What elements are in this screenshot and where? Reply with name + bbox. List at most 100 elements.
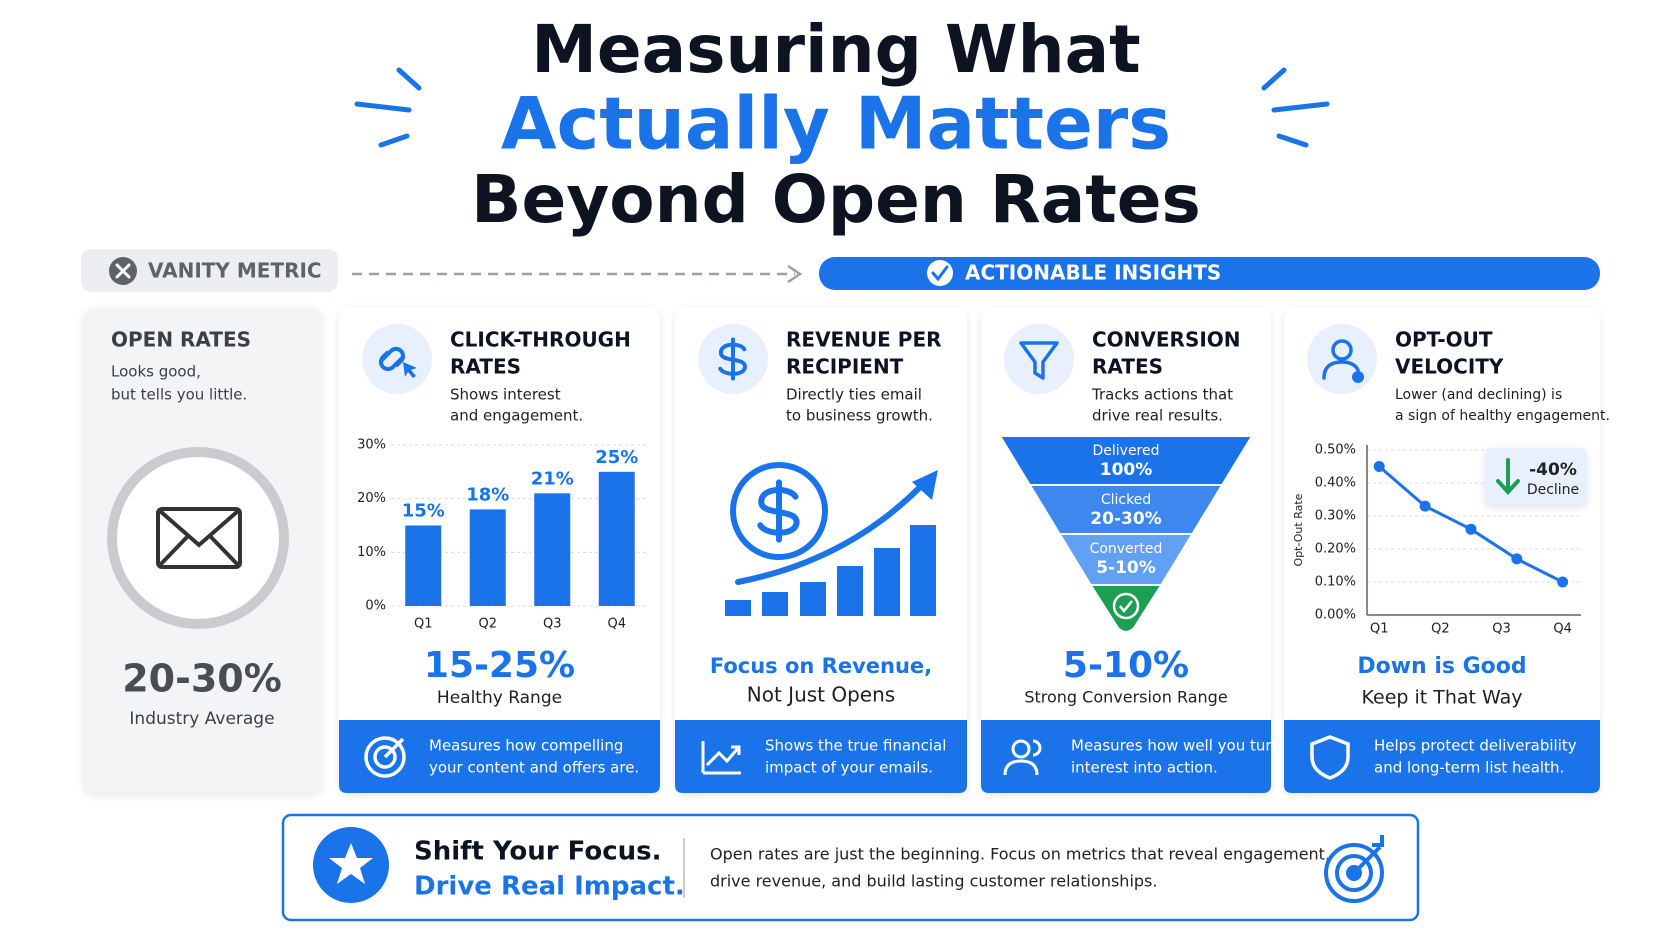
card-footer-text: Measures how well you turn: [1071, 737, 1281, 755]
star: [329, 843, 373, 884]
card-desc: drive real results.: [1092, 407, 1223, 425]
funnel-value: 20-30%: [1090, 509, 1161, 529]
card-desc: and engagement.: [450, 407, 583, 425]
x-tick-label: Q3: [543, 617, 562, 632]
card-stat-label: Strong Conversion Range: [1024, 688, 1227, 707]
card-footer: [339, 720, 660, 793]
card-title: CLICK-THROUGH: [450, 328, 631, 352]
decor-rays: [354, 67, 1330, 148]
y-tick-label: 0%: [365, 599, 386, 614]
dollar-icon: [757, 479, 800, 543]
footer-icon: [701, 741, 741, 775]
card-footer-text: interest into action.: [1071, 759, 1218, 777]
x-tick-label: Q1: [1370, 622, 1389, 637]
cards-layer: CLICK-THROUGH RATES Shows interest and enga…: [339, 308, 1610, 793]
point: [1419, 500, 1431, 512]
link-icon: [378, 346, 406, 372]
growth-bar: [762, 592, 788, 616]
point: [1557, 576, 1569, 588]
user-icon-body: [1322, 360, 1360, 380]
card-icon-bg: [1004, 324, 1074, 394]
ray: [354, 101, 412, 113]
footer-icon: [1003, 739, 1042, 776]
growth-arrow: [735, 479, 928, 585]
card-stat-label: Keep it That Way: [1362, 687, 1523, 709]
envelope-flap: [158, 509, 240, 567]
banner-body: drive revenue, and build lasting custome…: [710, 872, 1157, 891]
open-rates-stat-label: Industry Average: [129, 709, 274, 729]
title-line: Beyond Open Rates: [471, 161, 1201, 238]
x-tick-label: Q4: [607, 617, 626, 632]
funnel-value: 5-10%: [1096, 558, 1156, 578]
y-tick-label: 10%: [357, 545, 386, 560]
ray: [396, 67, 422, 91]
card-stat: 15-25%: [424, 645, 575, 686]
card-title: VELOCITY: [1395, 355, 1504, 379]
bar-value-label: 15%: [402, 501, 445, 522]
funnel-label: Converted: [1090, 541, 1163, 557]
card-stat: 5-10%: [1063, 645, 1189, 686]
ray: [378, 133, 410, 148]
y-tick-label: 0.40%: [1315, 476, 1356, 491]
bar: [598, 471, 635, 606]
banner-headline: Drive Real Impact.: [414, 872, 685, 902]
funnel-check: [1112, 592, 1140, 620]
footer-icon: [364, 736, 406, 778]
actionable-label: ACTIONABLE INSIGHTS: [965, 261, 1221, 285]
card-footer-text: Helps protect deliverability: [1374, 737, 1577, 755]
card-title: RATES: [450, 355, 521, 379]
y-tick-label: 0.10%: [1315, 575, 1356, 590]
y-tick-label: 0.30%: [1315, 509, 1356, 524]
target-dart: [1352, 835, 1384, 875]
footer-icon: [373, 745, 397, 769]
card-footer-text: Measures how compelling: [429, 737, 623, 755]
x-tick-label: Q3: [1492, 622, 1511, 637]
target-ring: [1324, 843, 1384, 903]
card: [1284, 308, 1600, 793]
x-tick-label: Q2: [478, 617, 497, 632]
trend-label: Decline: [1527, 482, 1579, 498]
growth-arrow-head: [912, 470, 938, 500]
funnel-label: Delivered: [1092, 443, 1159, 459]
y-tick-label: 0.20%: [1315, 542, 1356, 557]
trend-value: -40%: [1529, 460, 1577, 480]
card-desc: a sign of healthy engagement.: [1395, 408, 1610, 424]
card-stat-label: Not Just Opens: [747, 683, 895, 707]
card-title: OPT-OUT: [1395, 328, 1493, 352]
envelope-ring: [107, 447, 289, 629]
x-tick-label: Q1: [414, 617, 433, 632]
arrow-head: [787, 264, 803, 284]
card-title: RATES: [1092, 355, 1163, 379]
funnel-check-mark: [1119, 600, 1133, 614]
point: [1511, 553, 1523, 565]
y-tick-label: 0.50%: [1315, 443, 1356, 458]
vanity-pill: [81, 249, 338, 292]
bar: [534, 493, 571, 606]
funnel-icon: [1019, 341, 1059, 380]
card-title: CONVERSION: [1092, 328, 1241, 352]
card-desc: but tells you little.: [111, 386, 247, 404]
check-icon: [927, 260, 953, 286]
card-desc: Shows interest: [450, 386, 561, 404]
ray: [1261, 67, 1287, 91]
x-icon-mark: [115, 263, 131, 279]
card-footer: [675, 720, 967, 793]
card: [675, 308, 967, 793]
x-tick-label: Q4: [1553, 622, 1572, 637]
trend-arrow: [1496, 458, 1520, 495]
card-title: REVENUE PER: [786, 328, 942, 352]
card-footer-text: impact of your emails.: [765, 759, 933, 777]
cursor-icon: [403, 362, 417, 378]
growth-bar: [725, 600, 751, 616]
target-ring: [1335, 854, 1373, 892]
growth-bar: [800, 582, 826, 616]
card-title: OPEN RATES: [111, 328, 251, 352]
card-footer: [1284, 720, 1600, 793]
envelope: [156, 507, 242, 569]
card-stat-label: Healthy Range: [437, 688, 562, 708]
dollar-icon: [718, 337, 748, 381]
footer-icon: [383, 737, 405, 759]
card-desc: Lower (and declining) is: [1395, 387, 1562, 403]
